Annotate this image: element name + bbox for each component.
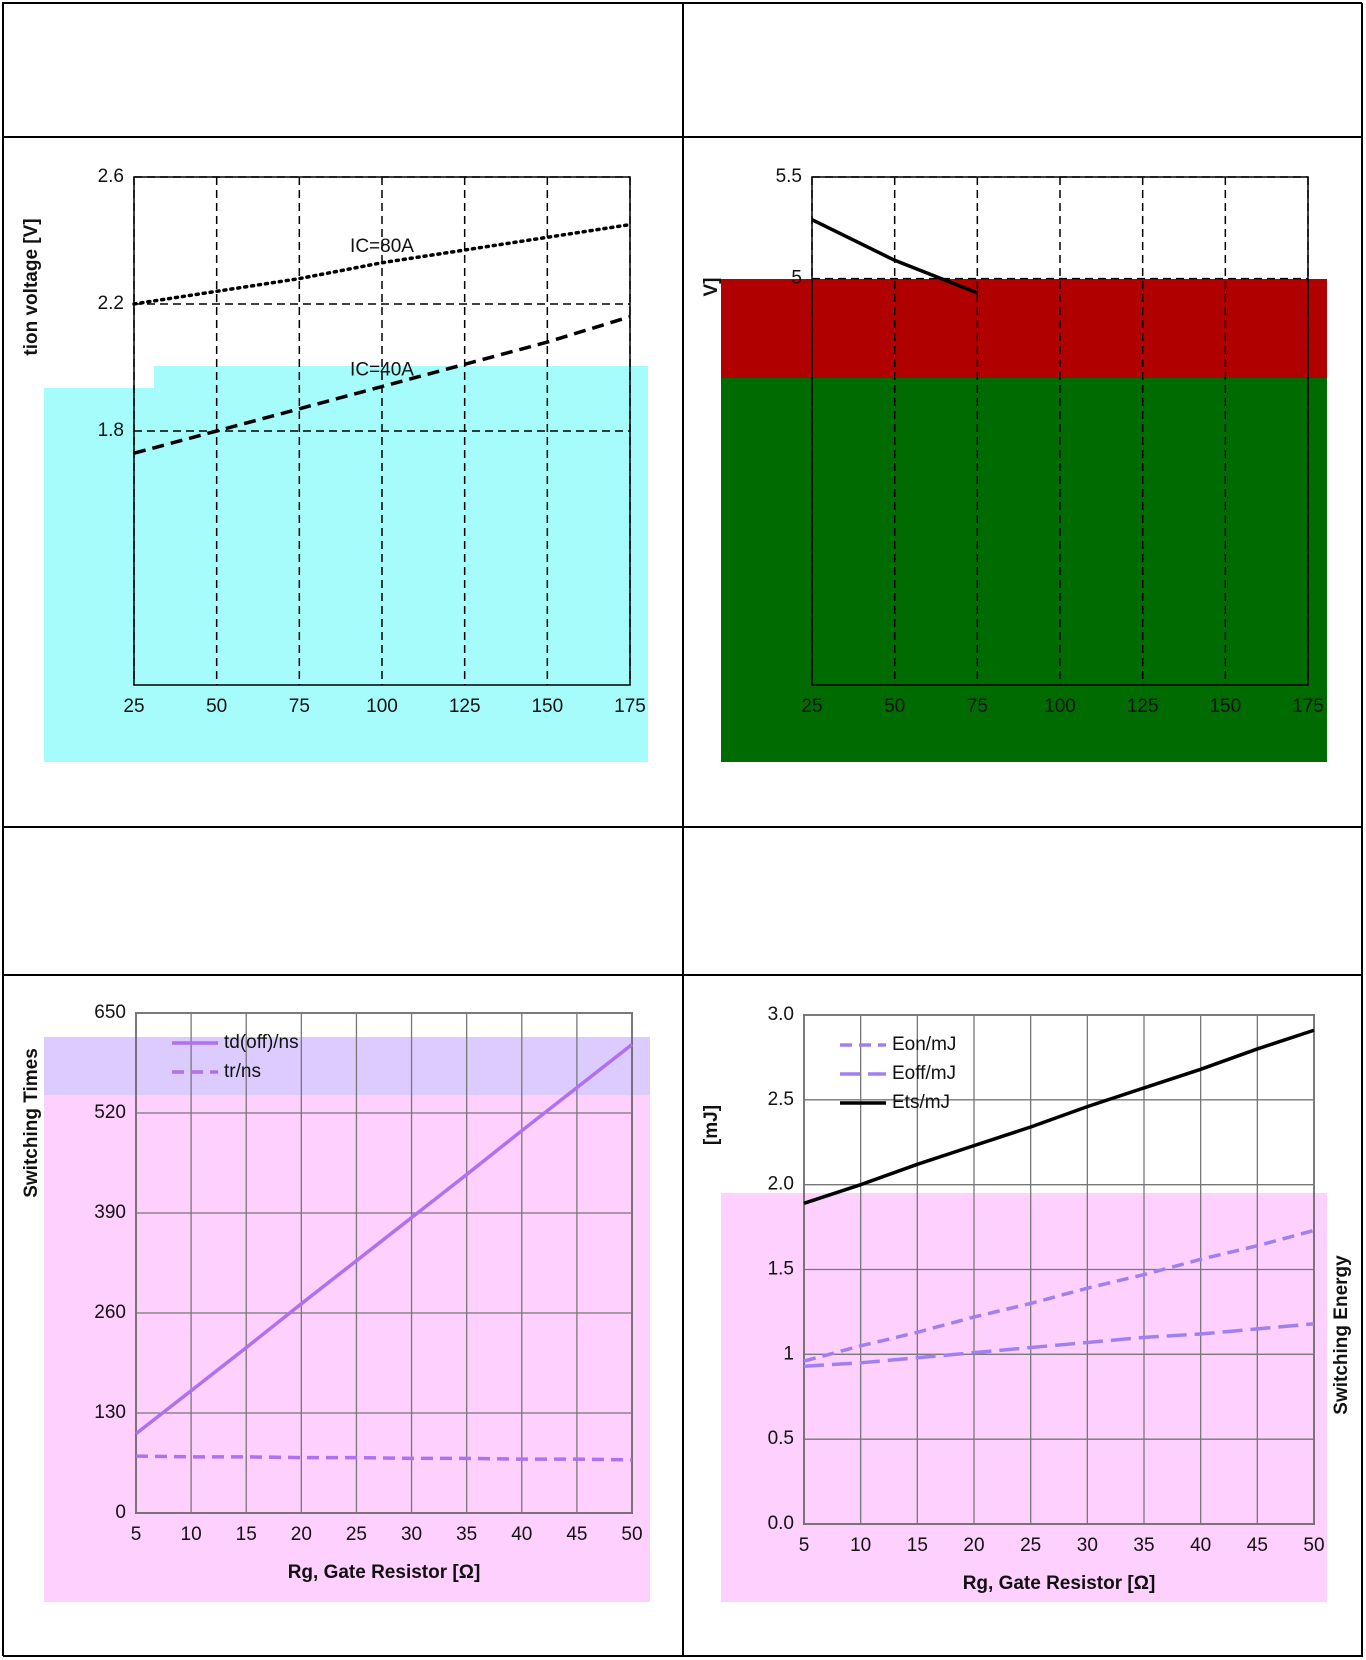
x-tick-label: 10 bbox=[181, 1524, 202, 1545]
y-tick-label: 650 bbox=[94, 1002, 126, 1023]
legend-label: Ets/mJ bbox=[892, 1092, 950, 1113]
y-tick-label: 2.6 bbox=[98, 166, 124, 187]
y-tick-label: 5 bbox=[791, 268, 802, 289]
x-tick-label: 175 bbox=[1292, 696, 1324, 717]
legend-label: td(off)/ns bbox=[224, 1032, 299, 1053]
y-tick-label: 520 bbox=[94, 1102, 126, 1123]
chart: 1.8 2.2 2.6 25 50 75 100 125 150 175 IC=80A IC=40A t… bbox=[4, 138, 682, 826]
x-tick-label: 40 bbox=[1190, 1535, 1211, 1556]
x-axis-label: Rg, Gate Resistor [Ω] bbox=[963, 1573, 1156, 1594]
x-tick-label: 100 bbox=[366, 696, 398, 717]
x-tick-label: 15 bbox=[236, 1524, 257, 1545]
x-tick-label: 45 bbox=[1247, 1535, 1268, 1556]
document-table: 1.82.22.6255075100125150175IC=80AIC=40At… bbox=[2, 2, 1362, 1656]
y-tick-label: 2.2 bbox=[98, 293, 124, 314]
x-tick-label: 45 bbox=[566, 1524, 587, 1545]
table-cell bbox=[3, 3, 683, 137]
table-cell: 0 130 260 390 520 650 5 10 15 20 25 30 35 40 45 50 td(of… bbox=[3, 975, 683, 1657]
table-cell: 5 5.5 25 50 75 100 125 150 175 V] bbox=[683, 137, 1363, 827]
x-tick-label: 15 bbox=[907, 1535, 928, 1556]
x-tick-label: 30 bbox=[401, 1524, 422, 1545]
table-cell bbox=[683, 3, 1363, 137]
chart: 0.0 0.5 1 1.5 2.0 2.5 3.0 5 10 15 20 25 30 35 40 45 50 Eo… bbox=[684, 976, 1362, 1656]
x-tick-label: 35 bbox=[456, 1524, 477, 1545]
y-tick-label: 1.8 bbox=[98, 420, 124, 441]
y-axis-label: V] bbox=[701, 278, 722, 297]
x-tick-label: 25 bbox=[123, 696, 144, 717]
data-line bbox=[804, 1030, 1314, 1203]
x-tick-label: 25 bbox=[801, 696, 822, 717]
x-tick-label: 75 bbox=[967, 696, 988, 717]
x-tick-label: 175 bbox=[614, 696, 646, 717]
annotation: IC=80A bbox=[350, 236, 414, 257]
y-axis-label: Switching Times bbox=[21, 1048, 42, 1198]
page: {"chart_data": [ {"type": "line", "y_lab… bbox=[0, 0, 1366, 1660]
x-axis-label: Rg, Gate Resistor [Ω] bbox=[288, 1562, 481, 1583]
x-tick-label: 50 bbox=[206, 696, 227, 717]
x-tick-label: 150 bbox=[531, 696, 563, 717]
x-tick-label: 10 bbox=[850, 1535, 871, 1556]
y-tick-label: 390 bbox=[94, 1202, 126, 1223]
y-axis-label: tion voltage [V] bbox=[21, 218, 42, 355]
y-tick-label: 1.5 bbox=[768, 1259, 794, 1280]
chart: 5 5.5 25 50 75 100 125 150 175 V] bbox=[684, 138, 1362, 826]
legend-label: tr/ns bbox=[224, 1061, 261, 1082]
legend-label: Eoff/mJ bbox=[892, 1063, 956, 1084]
x-tick-label: 150 bbox=[1209, 696, 1241, 717]
x-tick-label: 100 bbox=[1044, 696, 1076, 717]
x-tick-label: 40 bbox=[511, 1524, 532, 1545]
y-tick-label: 5.5 bbox=[776, 166, 802, 187]
x-tick-label: 35 bbox=[1133, 1535, 1154, 1556]
y-tick-label: 0.0 bbox=[768, 1513, 794, 1534]
x-tick-label: 20 bbox=[963, 1535, 984, 1556]
table-cell: 1.8 2.2 2.6 25 50 75 100 125 150 175 IC=80A IC=40A t… bbox=[3, 137, 683, 827]
y-tick-label: 1 bbox=[783, 1343, 794, 1364]
y-tick-label: 260 bbox=[94, 1302, 126, 1323]
table-cell bbox=[683, 827, 1363, 975]
y-tick-label: 2.0 bbox=[768, 1174, 794, 1195]
y-axis-label: [mJ] bbox=[701, 1105, 722, 1145]
x-tick-label: 25 bbox=[1020, 1535, 1041, 1556]
x-tick-label: 75 bbox=[289, 696, 310, 717]
y-tick-label: 2.5 bbox=[768, 1089, 794, 1110]
annotation: IC=40A bbox=[350, 360, 414, 381]
legend-label: Eon/mJ bbox=[892, 1034, 956, 1055]
x-tick-label: 50 bbox=[1303, 1535, 1324, 1556]
chart: 0 130 260 390 520 650 5 10 15 20 25 30 35 40 45 50 td(of… bbox=[4, 976, 682, 1656]
y-tick-label: 3.0 bbox=[768, 1004, 794, 1025]
y-tick-label: 130 bbox=[94, 1402, 126, 1423]
image-artifact bbox=[44, 1037, 650, 1095]
y2-axis-label: Switching Energy bbox=[1331, 1255, 1352, 1415]
x-tick-label: 20 bbox=[291, 1524, 312, 1545]
table-cell: 0.0 0.5 1 1.5 2.0 2.5 3.0 5 10 15 20 25 30 35 40 45 50 Eo… bbox=[683, 975, 1363, 1657]
x-tick-label: 5 bbox=[799, 1535, 810, 1556]
x-tick-label: 30 bbox=[1077, 1535, 1098, 1556]
table-cell bbox=[3, 827, 683, 975]
x-tick-label: 50 bbox=[884, 696, 905, 717]
y-tick-label: 0 bbox=[115, 1502, 126, 1523]
x-tick-label: 125 bbox=[1127, 696, 1159, 717]
x-tick-label: 50 bbox=[621, 1524, 642, 1545]
x-tick-label: 5 bbox=[131, 1524, 142, 1545]
x-tick-label: 25 bbox=[346, 1524, 367, 1545]
x-tick-label: 125 bbox=[449, 696, 481, 717]
y-tick-label: 0.5 bbox=[768, 1428, 794, 1449]
